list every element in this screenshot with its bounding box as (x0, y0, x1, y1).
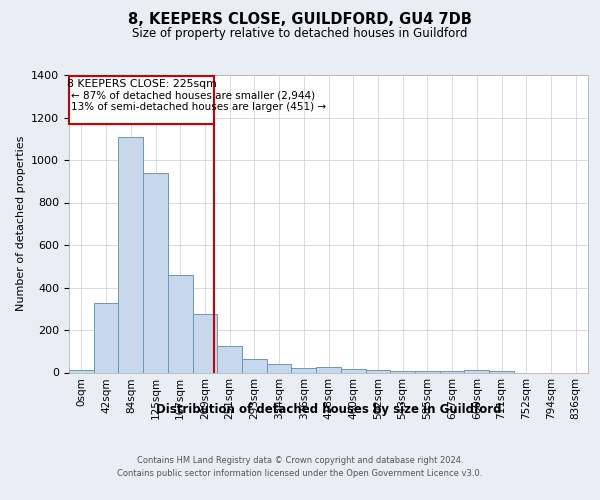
Bar (415, 371, 440, 372)
Text: ← 87% of detached houses are smaller (2,944): ← 87% of detached houses are smaller (2,… (71, 90, 316, 101)
FancyBboxPatch shape (70, 76, 214, 124)
Bar (193, 314, 217, 372)
Bar (69, 370, 94, 372)
Bar (94, 304, 118, 372)
Y-axis label: Number of detached properties: Number of detached properties (16, 136, 26, 312)
Text: Distribution of detached houses by size in Guildford: Distribution of detached houses by size … (156, 402, 502, 415)
Bar (118, 136, 143, 372)
Text: Contains HM Land Registry data © Crown copyright and database right 2024.: Contains HM Land Registry data © Crown c… (137, 456, 463, 465)
Text: 13% of semi-detached houses are larger (451) →: 13% of semi-detached houses are larger (… (71, 102, 326, 112)
Bar (464, 370, 489, 372)
Text: Contains public sector information licensed under the Open Government Licence v3: Contains public sector information licen… (118, 469, 482, 478)
Bar (292, 368, 316, 372)
Bar (168, 275, 193, 372)
Bar (242, 358, 267, 372)
Bar (316, 367, 341, 372)
Bar (341, 370, 365, 372)
Bar (390, 371, 415, 372)
Bar (365, 370, 390, 372)
Text: 8, KEEPERS CLOSE, GUILDFORD, GU4 7DB: 8, KEEPERS CLOSE, GUILDFORD, GU4 7DB (128, 12, 472, 28)
Bar (267, 364, 292, 372)
Bar (143, 173, 168, 372)
Bar (217, 346, 242, 372)
Text: 8 KEEPERS CLOSE: 225sqm: 8 KEEPERS CLOSE: 225sqm (67, 79, 217, 89)
Text: Size of property relative to detached houses in Guildford: Size of property relative to detached ho… (132, 26, 468, 40)
